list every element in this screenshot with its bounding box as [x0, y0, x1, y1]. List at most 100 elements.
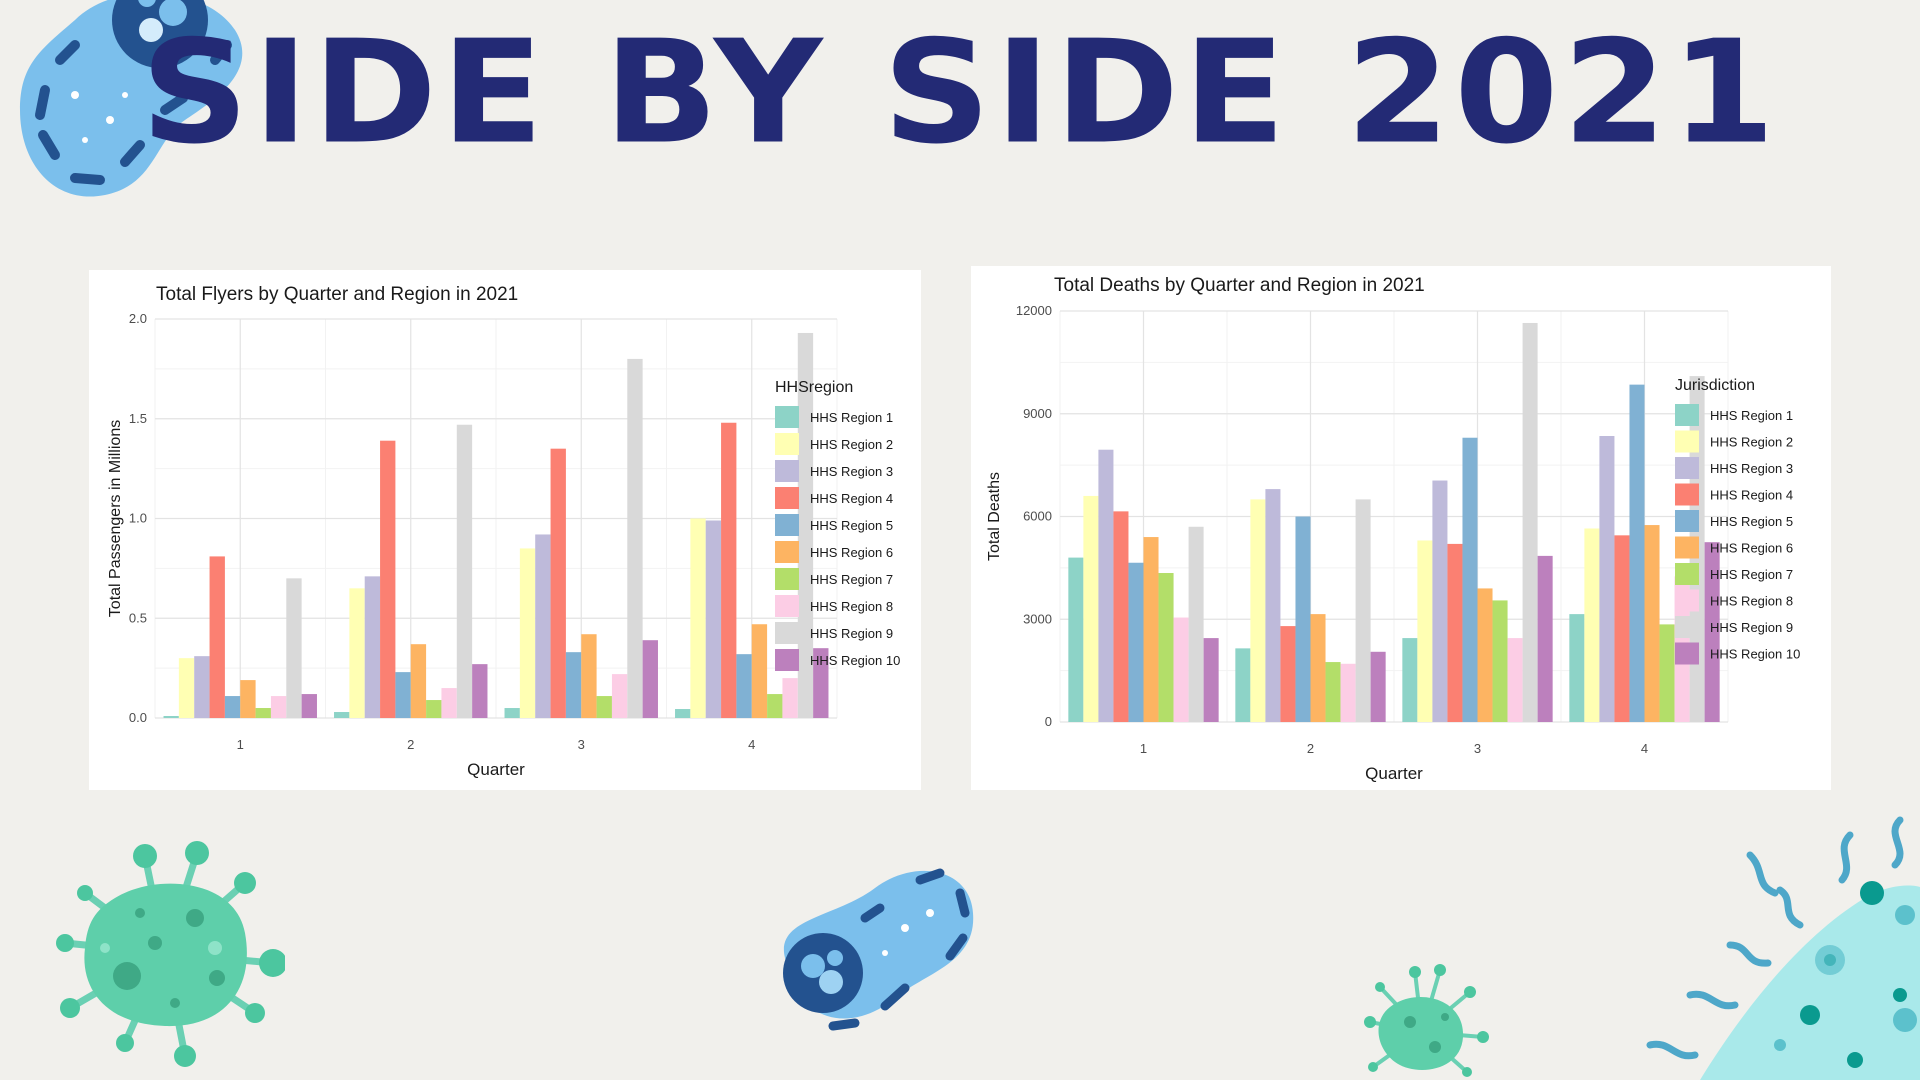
y-tick-label: 9000	[1023, 406, 1052, 421]
bar-hhs-region-7-q3	[1492, 600, 1508, 722]
bar-hhs-region-3-q1	[194, 656, 210, 718]
legend-label: HHS Region 4	[810, 491, 893, 506]
legend-title: Jurisdiction	[1675, 377, 1755, 394]
bar-hhs-region-9-q1	[286, 578, 302, 718]
y-axis-label: Total Deaths	[986, 472, 1003, 561]
bar-hhs-region-6-q3	[1477, 588, 1493, 722]
bar-hhs-region-6-q4	[751, 624, 768, 718]
y-axis-label: Total Passengers in Millions	[107, 420, 124, 617]
legend-label: HHS Region 10	[1710, 647, 1800, 662]
bar-hhs-region-4-q3	[1447, 543, 1463, 722]
page-title: SIDE BY SIDE 2021	[140, 10, 1780, 176]
legend-swatch	[1675, 457, 1699, 479]
chart-title: Total Flyers by Quarter and Region in 20…	[156, 284, 518, 305]
bar-hhs-region-1-q4	[1569, 614, 1585, 722]
legend-label: HHS Region 10	[810, 653, 900, 668]
bar-hhs-region-4-q2	[1280, 626, 1296, 722]
bar-hhs-region-4-q2	[380, 440, 396, 718]
bar-hhs-region-7-q3	[596, 696, 612, 718]
bar-hhs-region-7-q2	[1325, 662, 1341, 722]
x-tick-label: 1	[237, 737, 244, 752]
legend-label: HHS Region 9	[1710, 620, 1793, 635]
deaths-bar-chart: 0 3000 6000 9000 12000 1 2 3 4 Total Deaths by Qu…	[986, 275, 1800, 783]
legend-label: HHS Region 8	[810, 599, 893, 614]
legend-label: HHS Region 6	[1710, 541, 1793, 556]
bar-hhs-region-6-q4	[1644, 525, 1660, 722]
bar-hhs-region-7-q1	[255, 708, 271, 718]
bar-hhs-region-4-q3	[550, 448, 566, 718]
bar-hhs-region-3-q4	[1599, 436, 1615, 722]
legend-swatch	[1675, 589, 1699, 612]
legend-label: HHS Region 7	[810, 572, 893, 587]
bar-hhs-region-1-q3	[1402, 638, 1418, 722]
legend-swatch	[1675, 616, 1699, 638]
bar-hhs-region-3-q3	[1432, 480, 1448, 722]
bacteria-bottom-right-icon	[1646, 816, 1920, 1080]
bar-hhs-region-1-q3	[504, 708, 520, 718]
bar-hhs-region-6-q1	[1143, 537, 1159, 722]
bar-hhs-region-8-q1	[270, 696, 287, 718]
legend-label: HHS Region 5	[810, 518, 893, 533]
flyers-chart-panel: 0.0 0.5 1.0 1.5 2.0 1 2 3 4 Total Flyers by Quart…	[89, 270, 921, 790]
legend-swatch	[1675, 510, 1699, 532]
y-tick-label: 1.5	[129, 411, 147, 426]
bar-hhs-region-6-q2	[1310, 614, 1326, 722]
legend-label: HHS Region 5	[1710, 514, 1793, 529]
bar-hhs-region-8-q3	[1507, 638, 1523, 722]
bar-hhs-region-10-q4	[813, 648, 829, 718]
bar-hhs-region-3-q3	[535, 534, 551, 718]
x-tick-label: 2	[1307, 741, 1314, 756]
virus-bottom-left-icon	[56, 841, 285, 1067]
bar-hhs-region-2-q1	[1083, 495, 1099, 722]
bar-hhs-region-9-q2	[1355, 499, 1371, 722]
bar-hhs-region-5-q1	[1128, 562, 1144, 722]
x-tick-label: 4	[748, 737, 755, 752]
legend-label: HHS Region 8	[1710, 594, 1793, 609]
legend-label: HHS Region 9	[810, 626, 893, 641]
x-tick-label: 4	[1641, 741, 1648, 756]
legend-swatch	[1675, 404, 1699, 426]
bar-hhs-region-5-q1	[224, 696, 241, 718]
bar-hhs-region-5-q3	[1462, 437, 1478, 722]
bar-hhs-region-5-q3	[565, 652, 582, 718]
legend-swatch	[775, 649, 799, 671]
bar-hhs-region-4-q1	[209, 556, 225, 718]
bar-hhs-region-5-q4	[1629, 384, 1645, 722]
y-tick-label: 0.5	[129, 610, 147, 625]
legend-swatch	[775, 541, 799, 563]
bar-hhs-region-9-q4	[797, 332, 814, 718]
legend-label: HHS Region 2	[810, 437, 893, 452]
x-axis-label: Quarter	[1365, 764, 1423, 783]
bar-hhs-region-1-q1	[1068, 557, 1084, 722]
bar-hhs-region-10-q3	[1537, 555, 1553, 722]
x-tick-label: 3	[1474, 741, 1481, 756]
x-tick-label: 2	[407, 737, 414, 752]
legend-swatch	[1675, 430, 1699, 453]
bar-hhs-region-8-q2	[1340, 663, 1356, 722]
y-tick-label: 0.0	[129, 710, 147, 725]
bar-hhs-region-10-q1	[301, 694, 317, 718]
bar-hhs-region-5-q4	[736, 654, 752, 718]
x-tick-label: 3	[578, 737, 585, 752]
bar-hhs-region-9-q3	[1522, 322, 1538, 722]
legend-title: HHSregion	[775, 379, 853, 396]
bar-hhs-region-2-q3	[1417, 540, 1433, 722]
y-tick-label: 2.0	[129, 311, 147, 326]
legend-swatch	[775, 568, 799, 590]
bar-hhs-region-1-q2	[1235, 648, 1251, 722]
legend-swatch	[1675, 536, 1699, 559]
legend-label: HHS Region 6	[810, 545, 893, 560]
legend-label: HHS Region 3	[1710, 461, 1793, 476]
bar-hhs-region-8-q2	[441, 688, 457, 718]
bar-hhs-region-7-q1	[1158, 573, 1174, 722]
bar-hhs-region-5-q2	[395, 672, 411, 718]
chart-title: Total Deaths by Quarter and Region in 20…	[1054, 275, 1425, 296]
legend-label: HHS Region 2	[1710, 435, 1793, 450]
deaths-chart-panel: 0 3000 6000 9000 12000 1 2 3 4 Total Deaths by Qu…	[971, 266, 1831, 790]
bar-hhs-region-2-q2	[349, 588, 365, 718]
x-tick-label: 1	[1140, 741, 1147, 756]
bar-hhs-region-2-q1	[178, 658, 195, 718]
legend-label: HHS Region 1	[810, 410, 893, 425]
flyers-bar-chart: 0.0 0.5 1.0 1.5 2.0 1 2 3 4 Total Flyers by Quart…	[107, 284, 900, 779]
legend-swatch	[775, 622, 799, 644]
